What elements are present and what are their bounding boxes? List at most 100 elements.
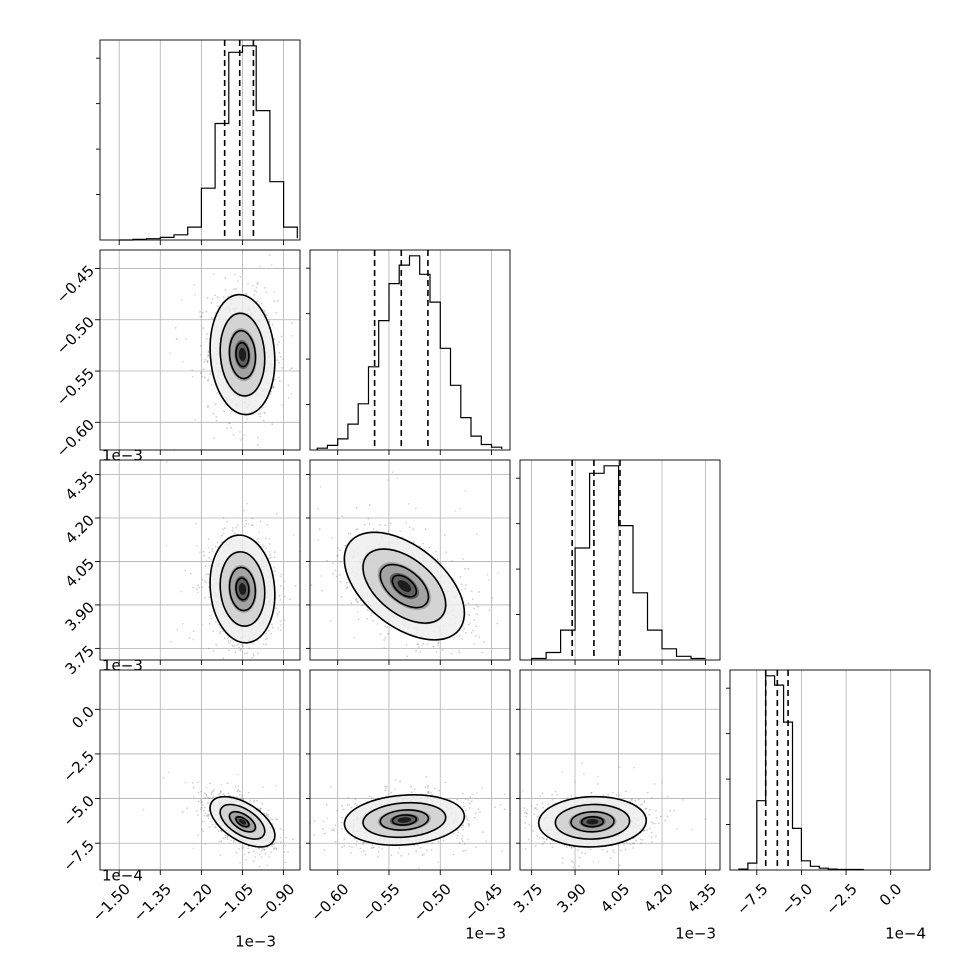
- scatter-point: [534, 844, 537, 847]
- scatter-point: [275, 841, 278, 844]
- scatter-point: [414, 507, 417, 510]
- scatter-point: [467, 824, 470, 827]
- scatter-point: [387, 632, 389, 635]
- scatter-point: [211, 550, 214, 553]
- scatter-point: [261, 802, 263, 805]
- scatter-point: [471, 598, 474, 600]
- scatter-point: [356, 611, 359, 614]
- scatter-point: [217, 305, 219, 308]
- scatter-point: [410, 791, 413, 794]
- scatter-point: [211, 548, 214, 550]
- scatter-point: [230, 426, 232, 429]
- scatter-point: [289, 598, 291, 601]
- scatter-point: [276, 818, 279, 821]
- scatter-point: [347, 796, 350, 799]
- scatter-point: [247, 523, 250, 525]
- scatter-point: [270, 264, 273, 266]
- scatter-point: [281, 829, 284, 831]
- scatter-point: [456, 798, 458, 801]
- scatter-point: [219, 790, 222, 792]
- scatter-point: [260, 807, 262, 810]
- scatter-point: [263, 411, 266, 414]
- scatter-point: [494, 806, 496, 809]
- scatter-point: [206, 359, 209, 362]
- scatter-point: [271, 818, 274, 821]
- scatter-point: [290, 392, 293, 395]
- scatter-point: [278, 610, 280, 613]
- scatter-point: [368, 504, 371, 506]
- contour-line: [219, 551, 266, 627]
- scatter-point: [341, 515, 344, 518]
- scatter-point: [405, 644, 408, 646]
- scatter-point: [464, 584, 467, 586]
- scatter-point: [355, 844, 358, 846]
- contour-line: [379, 563, 430, 609]
- scatter-point: [467, 613, 470, 616]
- scatter-point: [215, 826, 217, 829]
- scatter-point: [231, 644, 234, 647]
- scatter-point: [476, 613, 478, 616]
- scatter-point: [551, 793, 553, 796]
- scatter-point: [467, 623, 470, 626]
- scatter-point: [384, 637, 386, 639]
- contour-line: [219, 312, 266, 397]
- scatter-point: [437, 840, 440, 843]
- scatter-point: [348, 845, 351, 848]
- scatter-point: [318, 528, 321, 531]
- scatter-point: [463, 627, 466, 630]
- scatter-point: [372, 528, 375, 530]
- scatter-point: [356, 528, 359, 530]
- scatter-point: [467, 602, 470, 605]
- scatter-point: [239, 438, 242, 441]
- scatter-point: [231, 527, 234, 529]
- scatter-point: [258, 265, 261, 268]
- scatter-point: [234, 273, 236, 276]
- contour-line: [228, 329, 257, 380]
- scatter-point: [332, 562, 334, 565]
- scatter-point: [438, 789, 440, 792]
- scatter-point: [437, 642, 439, 645]
- scatter-point: [207, 538, 210, 541]
- scatter-point: [176, 628, 179, 631]
- scatter-point: [276, 359, 278, 362]
- scatter-point: [267, 809, 270, 811]
- scatter-point: [273, 290, 276, 293]
- scatter-point: [252, 860, 255, 863]
- scatter-point: [246, 418, 249, 420]
- scatter-point: [239, 790, 241, 793]
- scatter-point: [221, 534, 224, 537]
- scatter-point: [191, 781, 194, 784]
- scatter-point: [405, 521, 407, 524]
- scatter-point: [252, 653, 255, 655]
- scatter-point: [202, 804, 204, 806]
- scatter-point: [341, 846, 343, 849]
- scatter-point: [207, 817, 210, 819]
- scatter-point: [476, 533, 478, 536]
- scatter-point: [273, 338, 276, 341]
- scatter-point: [467, 822, 470, 825]
- scatter-point: [410, 785, 412, 788]
- scatter-point: [224, 834, 227, 836]
- scatter-point: [201, 586, 204, 588]
- scatter-point: [205, 795, 208, 797]
- scatter-point: [210, 791, 213, 794]
- scatter-point: [444, 534, 446, 536]
- scatter-point: [437, 641, 440, 644]
- scatter-point: [259, 807, 262, 810]
- scatter-point: [258, 847, 260, 850]
- scatter-point: [242, 797, 245, 800]
- scatter-point: [264, 852, 267, 855]
- scatter-point: [228, 642, 231, 645]
- scatter-point: [223, 410, 226, 413]
- scatter-point: [274, 570, 276, 573]
- scatter-point: [222, 837, 225, 840]
- scatter-point: [258, 853, 261, 856]
- scatter-point: [257, 652, 259, 655]
- scatter-point: [197, 792, 200, 794]
- scatter-point: [366, 617, 369, 620]
- scatter-point: [215, 643, 218, 646]
- scatter-point: [366, 608, 369, 611]
- scatter-point: [283, 619, 286, 621]
- scatter-point: [436, 558, 439, 560]
- scatter-point: [442, 839, 445, 842]
